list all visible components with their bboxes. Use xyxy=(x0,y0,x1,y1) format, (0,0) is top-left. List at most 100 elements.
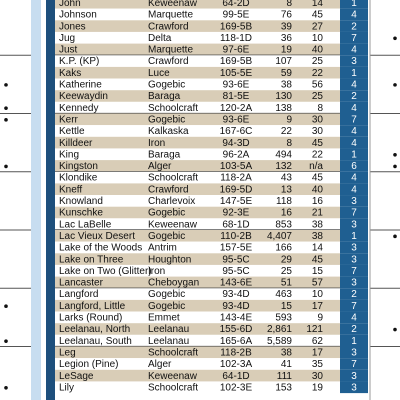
lake-name: Keewaydin xyxy=(59,91,108,102)
map-location: 143-6E xyxy=(220,278,253,289)
acres: 107 xyxy=(275,56,292,67)
number-cell xyxy=(340,288,368,300)
lake-name: LeSage xyxy=(59,371,94,382)
number-cell xyxy=(340,230,368,242)
county: Antrim xyxy=(148,243,177,254)
acres: 138 xyxy=(275,103,292,114)
right-marker xyxy=(393,152,397,157)
map-location: 93-4D xyxy=(222,301,249,312)
map-location: 95-5C xyxy=(222,254,249,265)
acres: 41 xyxy=(281,359,293,370)
region-number: 1 xyxy=(351,68,357,79)
depth: 35 xyxy=(312,359,324,370)
county: Schoolcraft xyxy=(148,173,198,184)
region-number: 4 xyxy=(351,184,357,195)
acres: 38 xyxy=(281,80,293,91)
left-marker xyxy=(4,106,8,110)
row-background xyxy=(55,264,340,277)
depth: 22 xyxy=(312,149,324,160)
left-marker xyxy=(4,83,8,87)
lake-name: Lake on Two (Glitter) xyxy=(59,266,152,277)
county: Iron xyxy=(148,266,165,277)
depth: 16 xyxy=(312,196,324,207)
row-background xyxy=(55,195,340,207)
number-cell xyxy=(340,20,368,32)
region-number: 2 xyxy=(351,21,357,32)
lake-name: Langford, Little xyxy=(59,301,126,312)
row-background xyxy=(55,90,340,102)
acres: 36 xyxy=(281,33,293,44)
lake-name: Leelanau, South xyxy=(59,336,132,347)
region-number: 4 xyxy=(351,173,357,184)
map-location: 157-5E xyxy=(220,243,253,254)
lake-name: Katherine xyxy=(59,80,102,91)
county: Gogebic xyxy=(148,80,185,91)
region-number: 1 xyxy=(351,231,357,242)
depth: 45 xyxy=(312,138,324,149)
acres: 22 xyxy=(281,126,293,137)
number-cell xyxy=(340,323,368,335)
number-cell xyxy=(340,90,368,102)
acres: 4,407 xyxy=(267,231,292,242)
depth: 45 xyxy=(312,173,324,184)
lake-name: Kettle xyxy=(59,126,85,137)
row-background xyxy=(55,101,340,114)
map-location: 99-5E xyxy=(223,10,250,21)
acres: 2,861 xyxy=(267,324,292,335)
county: Leelanau xyxy=(148,324,189,335)
region-number: 1 xyxy=(351,0,357,9)
right-marker xyxy=(393,36,397,41)
county: Schoolcraft xyxy=(148,103,198,114)
depth: 45 xyxy=(312,10,324,21)
row-background xyxy=(55,113,340,126)
number-cell xyxy=(340,125,368,137)
map-location: 102-3A xyxy=(220,359,253,370)
lake-name: Kaks xyxy=(59,68,81,79)
county: Keweenaw xyxy=(148,0,198,9)
number-cell xyxy=(340,148,368,161)
county: Gogebic xyxy=(148,289,185,300)
lake-name: Just xyxy=(59,45,78,56)
number-cell xyxy=(340,218,368,230)
lake-name: Jones xyxy=(59,21,86,32)
row-background xyxy=(55,206,340,219)
row-background xyxy=(55,20,340,32)
map-location: 143-4E xyxy=(220,313,253,324)
lake-name: Knowland xyxy=(59,196,103,207)
region-number: 6 xyxy=(351,161,357,172)
region-number: 1 xyxy=(351,336,357,347)
county: Marquette xyxy=(148,45,193,56)
depth: 9 xyxy=(317,313,323,324)
depth: 121 xyxy=(306,324,323,335)
depth: 17 xyxy=(312,347,324,358)
acres: 43 xyxy=(281,173,293,184)
depth: 56 xyxy=(312,80,324,91)
left-marker xyxy=(4,164,8,169)
county: Charlevoix xyxy=(148,196,195,207)
number-cell xyxy=(340,0,368,9)
map-location: 105-5E xyxy=(220,68,253,79)
county: Baraga xyxy=(148,149,181,160)
lake-name: Lancaster xyxy=(59,278,104,289)
map-location: 167-6C xyxy=(220,126,253,137)
number-cell xyxy=(340,8,368,21)
region-number: 4 xyxy=(351,126,357,137)
acres: 15 xyxy=(281,301,293,312)
acres: 13 xyxy=(281,184,293,195)
region-number: 3 xyxy=(351,219,357,230)
row-background xyxy=(55,78,340,91)
row-background xyxy=(55,183,340,196)
region-number: 3 xyxy=(351,347,357,358)
county: Baraga xyxy=(148,91,181,102)
county: Gogebic xyxy=(148,301,185,312)
number-cell xyxy=(340,346,368,359)
lake-name: Leelanau, North xyxy=(59,324,130,335)
lake-name: Leg xyxy=(59,347,76,358)
row-background xyxy=(55,299,340,312)
left-marker xyxy=(4,385,8,390)
map-location: 94-3D xyxy=(222,138,249,149)
map-location: 169-5B xyxy=(220,56,253,67)
depth: 30 xyxy=(312,371,324,382)
lake-name: Legion (Pine) xyxy=(59,359,118,370)
